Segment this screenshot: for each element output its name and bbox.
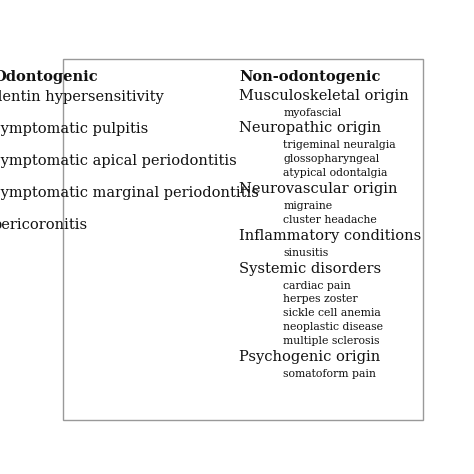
Text: somatoform pain: somatoform pain bbox=[283, 369, 376, 379]
Text: symptomatic apical periodontitis: symptomatic apical periodontitis bbox=[0, 154, 237, 168]
Text: Inflammatory conditions: Inflammatory conditions bbox=[239, 229, 421, 243]
Text: atypical odontalgia: atypical odontalgia bbox=[283, 168, 388, 178]
Text: herpes zoster: herpes zoster bbox=[283, 294, 358, 304]
Text: sickle cell anemia: sickle cell anemia bbox=[283, 309, 381, 319]
Text: Non-odontogenic: Non-odontogenic bbox=[239, 70, 381, 83]
Text: symptomatic marginal periodontitis: symptomatic marginal periodontitis bbox=[0, 186, 259, 200]
Text: pericoronitis: pericoronitis bbox=[0, 218, 88, 232]
Text: myofascial: myofascial bbox=[283, 108, 342, 118]
Text: sinusitis: sinusitis bbox=[283, 248, 328, 258]
Text: migraine: migraine bbox=[283, 201, 332, 211]
Text: cluster headache: cluster headache bbox=[283, 215, 377, 225]
Text: Psychogenic origin: Psychogenic origin bbox=[239, 350, 381, 364]
Text: Neuropathic origin: Neuropathic origin bbox=[239, 121, 382, 136]
Text: glossopharyngeal: glossopharyngeal bbox=[283, 155, 380, 164]
Text: symptomatic pulpitis: symptomatic pulpitis bbox=[0, 122, 148, 136]
FancyBboxPatch shape bbox=[63, 59, 423, 420]
Text: Neurovascular origin: Neurovascular origin bbox=[239, 182, 398, 196]
Text: multiple sclerosis: multiple sclerosis bbox=[283, 336, 380, 346]
Text: neoplastic disease: neoplastic disease bbox=[283, 322, 383, 332]
Text: Systemic disorders: Systemic disorders bbox=[239, 262, 382, 276]
Text: trigeminal neuralgia: trigeminal neuralgia bbox=[283, 140, 396, 150]
Text: cardiac pain: cardiac pain bbox=[283, 281, 351, 291]
Text: Odontogenic: Odontogenic bbox=[0, 70, 98, 83]
Text: Musculoskeletal origin: Musculoskeletal origin bbox=[239, 89, 409, 103]
Text: dentin hypersensitivity: dentin hypersensitivity bbox=[0, 90, 164, 104]
